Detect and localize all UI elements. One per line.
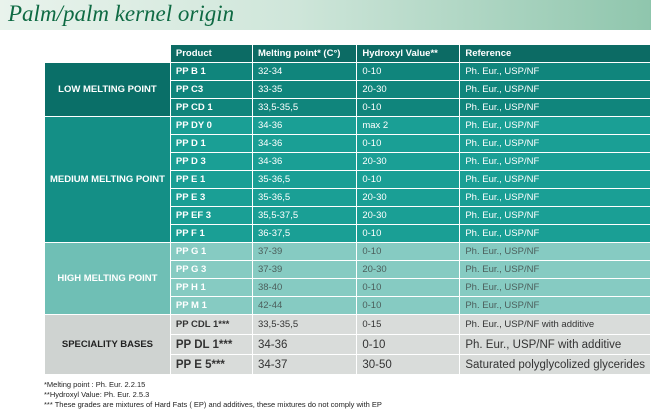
table-row: HIGH MELTING POINT PP G 1 37-39 0-10 Ph. Eur… bbox=[44, 242, 651, 315]
cell: Ph. Eur., USP/NF with additive bbox=[459, 334, 651, 355]
group-label: SPECIALITY BASES bbox=[44, 314, 171, 375]
cell: max 2 bbox=[356, 116, 461, 135]
cell: Ph. Eur., USP/NF bbox=[459, 296, 651, 315]
table-row: PP E 3 35-36,5 20-30 Ph. Eur., USP/NF bbox=[45, 188, 651, 207]
cell: Saturated polyglycolized glycerides bbox=[459, 354, 651, 375]
cell: 32-34 bbox=[251, 62, 358, 81]
cell: PP EF 3 bbox=[169, 206, 253, 225]
cell: 20-30 bbox=[356, 188, 461, 207]
cell: PP CDL 1*** bbox=[169, 314, 253, 335]
table-row: PP CD 1 33,5-35,5 0-10 Ph. Eur., USP/NF bbox=[45, 98, 651, 117]
group-label: MEDIUM MELTING POINT bbox=[44, 116, 171, 243]
product-table: Product Melting point* (C°) Hydroxyl Value… bbox=[44, 44, 651, 375]
cell: Ph. Eur., USP/NF bbox=[459, 170, 651, 189]
cell: 34-36 bbox=[251, 334, 358, 355]
cell: 20-30 bbox=[356, 80, 461, 99]
cell: PP DL 1*** bbox=[169, 334, 253, 355]
header-row: Product Melting point* (C°) Hydroxyl Value… bbox=[44, 44, 651, 63]
group-label: HIGH MELTING POINT bbox=[44, 242, 171, 315]
cell: PP G 1 bbox=[169, 242, 253, 261]
cell: 20-30 bbox=[356, 152, 461, 171]
cell: 34-36 bbox=[251, 152, 358, 171]
cell: 0-15 bbox=[356, 314, 461, 335]
cell: 33,5-35,5 bbox=[251, 314, 358, 335]
cell: PP H 1 bbox=[169, 278, 253, 297]
cell: PP CD 1 bbox=[169, 98, 253, 117]
group-label: LOW MELTING POINT bbox=[44, 62, 171, 117]
column-header: Product bbox=[169, 44, 253, 63]
cell: 0-10 bbox=[356, 134, 461, 153]
cell: PP DY 0 bbox=[169, 116, 253, 135]
cell: 33,5-35,5 bbox=[251, 98, 358, 117]
cell: 20-30 bbox=[356, 206, 461, 225]
cell: Ph. Eur., USP/NF bbox=[459, 278, 651, 297]
column-header: Hydroxyl Value** bbox=[356, 44, 461, 63]
cell: Ph. Eur., USP/NF bbox=[459, 116, 651, 135]
footnote: *Melting point : Ph. Eur. 2.2.15 bbox=[44, 380, 146, 389]
cell: PP B 1 bbox=[169, 62, 253, 81]
cell: 0-10 bbox=[356, 62, 461, 81]
footnote: **Hydroxyl Value: Ph. Eur. 2.5.3 bbox=[44, 390, 150, 399]
cell: PP D 3 bbox=[169, 152, 253, 171]
footnotes: *Melting point : Ph. Eur. 2.2.15 **Hydrox… bbox=[44, 380, 382, 410]
table-row: MEDIUM MELTING POINT PP DY 0 34-36 max 2 Ph.… bbox=[44, 116, 651, 243]
cell: 20-30 bbox=[356, 260, 461, 279]
table-row: PP D 3 34-36 20-30 Ph. Eur., USP/NF bbox=[45, 152, 651, 171]
cell: Ph. Eur., USP/NF with additive bbox=[459, 314, 651, 335]
cell: Ph. Eur., USP/NF bbox=[459, 134, 651, 153]
cell: 30-50 bbox=[356, 354, 461, 375]
cell: 0-10 bbox=[356, 224, 461, 243]
cell: Ph. Eur., USP/NF bbox=[459, 242, 651, 261]
cell: PP F 1 bbox=[169, 224, 253, 243]
blank-header bbox=[44, 44, 171, 63]
cell: Ph. Eur., USP/NF bbox=[459, 224, 651, 243]
column-header: Melting point* (C°) bbox=[251, 44, 358, 63]
cell: 34-37 bbox=[251, 354, 358, 375]
cell: 42-44 bbox=[251, 296, 358, 315]
cell: 0-10 bbox=[356, 334, 461, 355]
cell: 0-10 bbox=[356, 98, 461, 117]
column-header: Reference bbox=[459, 44, 651, 63]
table-row: LOW MELTING POINT PP B 1 32-34 0-10 Ph. Eur.… bbox=[44, 62, 651, 117]
cell: PP G 3 bbox=[169, 260, 253, 279]
cell: 34-36 bbox=[251, 134, 358, 153]
cell: PP C3 bbox=[169, 80, 253, 99]
cell: 0-10 bbox=[356, 242, 461, 261]
cell: 35-36,5 bbox=[251, 170, 358, 189]
table-row: SPECIALITY BASES PP CDL 1*** 33,5-35,5 0-15… bbox=[44, 314, 651, 375]
cell: 37-39 bbox=[251, 260, 358, 279]
cell: 38-40 bbox=[251, 278, 358, 297]
cell: 33-35 bbox=[251, 80, 358, 99]
cell: PP D 1 bbox=[169, 134, 253, 153]
title-banner: Palm/palm kernel origin bbox=[0, 0, 651, 30]
cell: Ph. Eur., USP/NF bbox=[459, 98, 651, 117]
cell: Ph. Eur., USP/NF bbox=[459, 62, 651, 81]
cell: Ph. Eur., USP/NF bbox=[459, 206, 651, 225]
cell: Ph. Eur., USP/NF bbox=[459, 80, 651, 99]
cell: 35-36,5 bbox=[251, 188, 358, 207]
cell: 35,5-37,5 bbox=[251, 206, 358, 225]
table-row: PP D 1 34-36 0-10 Ph. Eur., USP/NF bbox=[45, 134, 651, 153]
footnote: *** These grades are mixtures of Hard Fa… bbox=[44, 400, 382, 409]
cell: PP E 3 bbox=[169, 188, 253, 207]
cell: Ph. Eur., USP/NF bbox=[459, 260, 651, 279]
cell: 0-10 bbox=[356, 278, 461, 297]
cell: 34-36 bbox=[251, 116, 358, 135]
cell: Ph. Eur., USP/NF bbox=[459, 188, 651, 207]
cell: 37-39 bbox=[251, 242, 358, 261]
cell: Ph. Eur., USP/NF bbox=[459, 152, 651, 171]
cell: PP M 1 bbox=[169, 296, 253, 315]
cell: 0-10 bbox=[356, 170, 461, 189]
table-row: PP DL 1*** 34-36 0-10 Ph. Eur., USP/NF with… bbox=[45, 334, 651, 355]
cell: PP E 1 bbox=[169, 170, 253, 189]
table-row: PP E 1 35-36,5 0-10 Ph. Eur., USP/NF bbox=[45, 170, 651, 189]
table-row: PP E 5*** 34-37 30-50 Saturated polyglycoli… bbox=[45, 354, 651, 375]
table-row: PP F 1 36-37,5 0-10 Ph. Eur., USP/NF bbox=[45, 224, 651, 243]
cell: 0-10 bbox=[356, 296, 461, 315]
cell: 36-37,5 bbox=[251, 224, 358, 243]
cell: PP E 5*** bbox=[169, 354, 253, 375]
title: Palm/palm kernel origin bbox=[8, 1, 235, 26]
table-row: PP M 1 42-44 0-10 Ph. Eur., USP/NF bbox=[45, 296, 651, 315]
